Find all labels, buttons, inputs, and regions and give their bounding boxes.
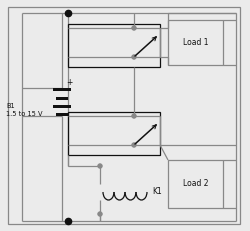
Bar xyxy=(53,88,71,91)
Bar xyxy=(56,97,68,100)
Bar xyxy=(168,160,223,208)
Circle shape xyxy=(98,164,102,168)
Circle shape xyxy=(98,212,102,216)
Circle shape xyxy=(132,114,136,118)
Circle shape xyxy=(132,143,136,147)
Bar xyxy=(68,112,160,155)
Bar xyxy=(53,105,71,108)
Text: Load 1: Load 1 xyxy=(183,38,208,47)
Bar xyxy=(168,20,223,65)
Bar xyxy=(68,24,160,67)
Text: +: + xyxy=(66,78,72,87)
Circle shape xyxy=(132,55,136,59)
Circle shape xyxy=(132,26,136,30)
Bar xyxy=(56,113,68,116)
Text: Load 2: Load 2 xyxy=(183,179,208,188)
Text: B1
1.5 to 15 V: B1 1.5 to 15 V xyxy=(6,103,43,117)
Text: K1: K1 xyxy=(152,188,162,197)
